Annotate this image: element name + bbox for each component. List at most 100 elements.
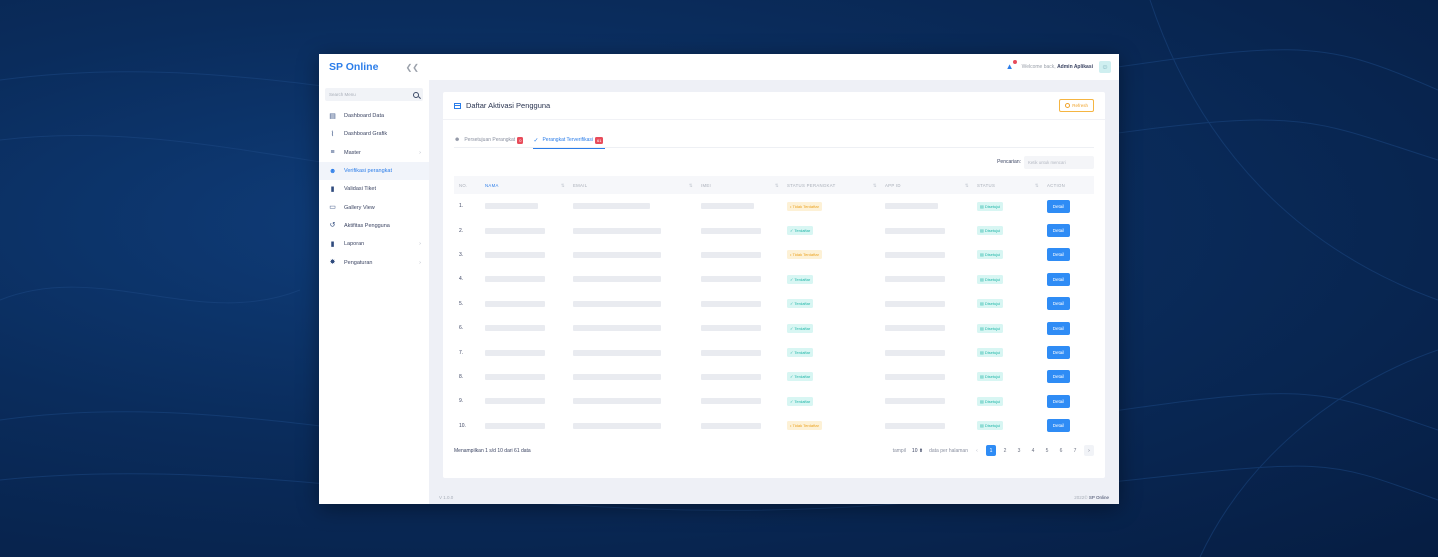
redacted-app-id — [885, 276, 945, 283]
table-row: 5. ✓ Terdaftar ▤ Disetujui Detail — [454, 292, 1094, 316]
redacted-name — [485, 276, 545, 283]
column-label: ACTION — [1047, 182, 1066, 188]
detail-button[interactable]: Detail — [1047, 297, 1070, 311]
sidebar-item-label: Aktifitas Pengguna — [344, 222, 390, 229]
redacted-imei — [701, 422, 761, 429]
table-search-input[interactable] — [1024, 155, 1094, 169]
cell-nama — [480, 194, 568, 218]
detail-button[interactable]: Detail — [1047, 224, 1070, 238]
detail-button[interactable]: Detail — [1047, 394, 1070, 408]
page-7-button[interactable]: 7 — [1073, 447, 1077, 454]
cell-action: Detail — [1042, 389, 1094, 413]
per-page-select[interactable]: 10 ⬍ — [911, 447, 924, 454]
table-row: 6. ✓ Terdaftar ▤ Disetujui Detail — [454, 316, 1094, 340]
sidebar-item-master[interactable]: ≡ Master › — [319, 144, 429, 162]
version-text: V 1.0.0 — [439, 494, 454, 500]
page-2-button[interactable]: 2 — [1003, 447, 1007, 454]
detail-button[interactable]: Detail — [1047, 321, 1070, 335]
page-5-button[interactable]: 5 — [1045, 447, 1049, 454]
cell-imei — [696, 292, 782, 316]
redacted-imei — [701, 251, 761, 258]
cell-action: Detail — [1042, 218, 1094, 242]
tab-perangkat-terverifikasi[interactable]: ✓ Perangkat Terverifikasi 61 — [533, 133, 613, 149]
refresh-label: Refresh — [1072, 103, 1088, 108]
database-icon: ≡ — [330, 149, 335, 157]
cell-app-id — [880, 243, 972, 267]
page-3-button[interactable]: 3 — [1017, 447, 1021, 454]
sidebar-item-verifikasi-perangkat[interactable]: ☻ Verifikasi perangkat — [319, 161, 429, 181]
prev-page-button[interactable]: ‹ — [976, 447, 978, 454]
tab-persetujuan-perangkat[interactable]: ☻ Persetujuan Perangkat 0 — [454, 133, 533, 147]
status-text: Disetujui — [984, 301, 1001, 307]
status-badge: ▤ Disetujui — [977, 201, 1004, 211]
redacted-app-id — [885, 398, 945, 405]
welcome-prefix: Welcome back, — [1021, 64, 1056, 70]
collapse-sidebar-icon[interactable]: ❮❮ — [405, 62, 419, 72]
table-row: 1. • Tidak Terdaftar ▤ Disetujui Detail — [454, 194, 1094, 218]
sidebar-item-validasi-tiket[interactable]: ▮ Validasi Tiket — [319, 180, 429, 198]
redacted-name — [485, 422, 545, 429]
next-page-button[interactable]: › — [1084, 445, 1094, 457]
sidebar-item-dashboard-data[interactable]: ▤ Dashboard Data — [319, 107, 429, 125]
cell-email — [568, 194, 696, 218]
cell-app-id — [880, 340, 972, 364]
column-header-imei[interactable]: IMEI ⇅ — [696, 176, 782, 194]
device-status-text: Terdaftar — [794, 301, 811, 307]
column-header-status[interactable]: STATUS ⇅ — [972, 176, 1042, 194]
redacted-email — [573, 373, 661, 380]
device-status-badge: ✓ Terdaftar — [787, 396, 814, 406]
cell-status-perangkat: ✓ Terdaftar — [782, 316, 880, 340]
cell-email — [568, 316, 696, 340]
column-header-email[interactable]: EMAIL ⇅ — [568, 176, 696, 194]
bell-icon[interactable]: ▲ — [1006, 60, 1017, 71]
sidebar-item-gallery-view[interactable]: ▭ Gallery View — [319, 198, 429, 216]
redacted-imei — [701, 349, 761, 356]
file-icon: ▮ — [330, 185, 335, 193]
redacted-email — [573, 398, 661, 405]
redacted-imei — [701, 398, 761, 405]
cell-no: 9. — [459, 398, 464, 405]
sidebar-item-laporan[interactable]: ▮ Laporan › — [319, 235, 429, 253]
cell-app-id — [880, 218, 972, 242]
redacted-email — [573, 325, 661, 332]
page-4-button[interactable]: 4 — [1031, 447, 1035, 454]
card-header: Daftar Aktivasi Pengguna Refresh — [443, 92, 1105, 120]
column-label: STATUS PERANGKAT — [787, 182, 836, 188]
copyright-brand: SP Online — [1088, 494, 1109, 500]
status-badge: ▤ Disetujui — [977, 274, 1004, 284]
approved-icon: ▤ — [980, 301, 984, 307]
sidebar-item-pengaturan[interactable]: ✸ Pengaturan › — [319, 253, 429, 271]
column-header-status-perangkat[interactable]: STATUS PERANGKAT ⇅ — [782, 176, 880, 194]
avatar[interactable]: ☺ — [1099, 61, 1111, 73]
page-1-button[interactable]: 1 — [986, 445, 996, 457]
detail-button[interactable]: Detail — [1047, 346, 1070, 360]
refresh-button[interactable]: Refresh — [1059, 99, 1094, 112]
sidebar-item-label: Gallery View — [344, 204, 375, 211]
search-icon[interactable] — [413, 91, 419, 98]
column-header-app-id[interactable]: APP ID ⇅ — [880, 176, 972, 194]
detail-button[interactable]: Detail — [1047, 199, 1070, 213]
redacted-name — [485, 349, 545, 356]
detail-button[interactable]: Detail — [1047, 370, 1070, 384]
status-badge: ▤ Disetujui — [977, 372, 1004, 382]
table-row: 9. ✓ Terdaftar ▤ Disetujui Detail — [454, 389, 1094, 413]
menu-search-input[interactable] — [329, 92, 399, 97]
column-header-action: ACTION — [1042, 176, 1094, 194]
cell-status: ▤ Disetujui — [972, 414, 1042, 438]
cell-imei — [696, 316, 782, 340]
detail-button[interactable]: Detail — [1047, 419, 1070, 433]
sidebar-item-label: Validasi Tiket — [344, 186, 376, 193]
detail-button[interactable]: Detail — [1047, 248, 1070, 262]
sidebar-item-aktifitas-pengguna[interactable]: ↺ Aktifitas Pengguna — [319, 217, 429, 235]
detail-button[interactable]: Detail — [1047, 272, 1070, 286]
brand-bar: SP Online ❮❮ — [319, 54, 429, 80]
page-6-button[interactable]: 6 — [1059, 447, 1063, 454]
column-header-nama[interactable]: NAMA ⇅ — [480, 176, 568, 194]
table-icon: ▤ — [329, 112, 336, 120]
device-status-badge: ✓ Terdaftar — [787, 299, 814, 309]
sidebar-item-dashboard-grafik[interactable]: ⌇ Dashboard Grafik — [319, 125, 429, 143]
cell-nama — [480, 292, 568, 316]
app-footer: V 1.0.0 2022© SP Online — [429, 490, 1119, 504]
device-status-badge: ✓ Terdaftar — [787, 226, 814, 236]
